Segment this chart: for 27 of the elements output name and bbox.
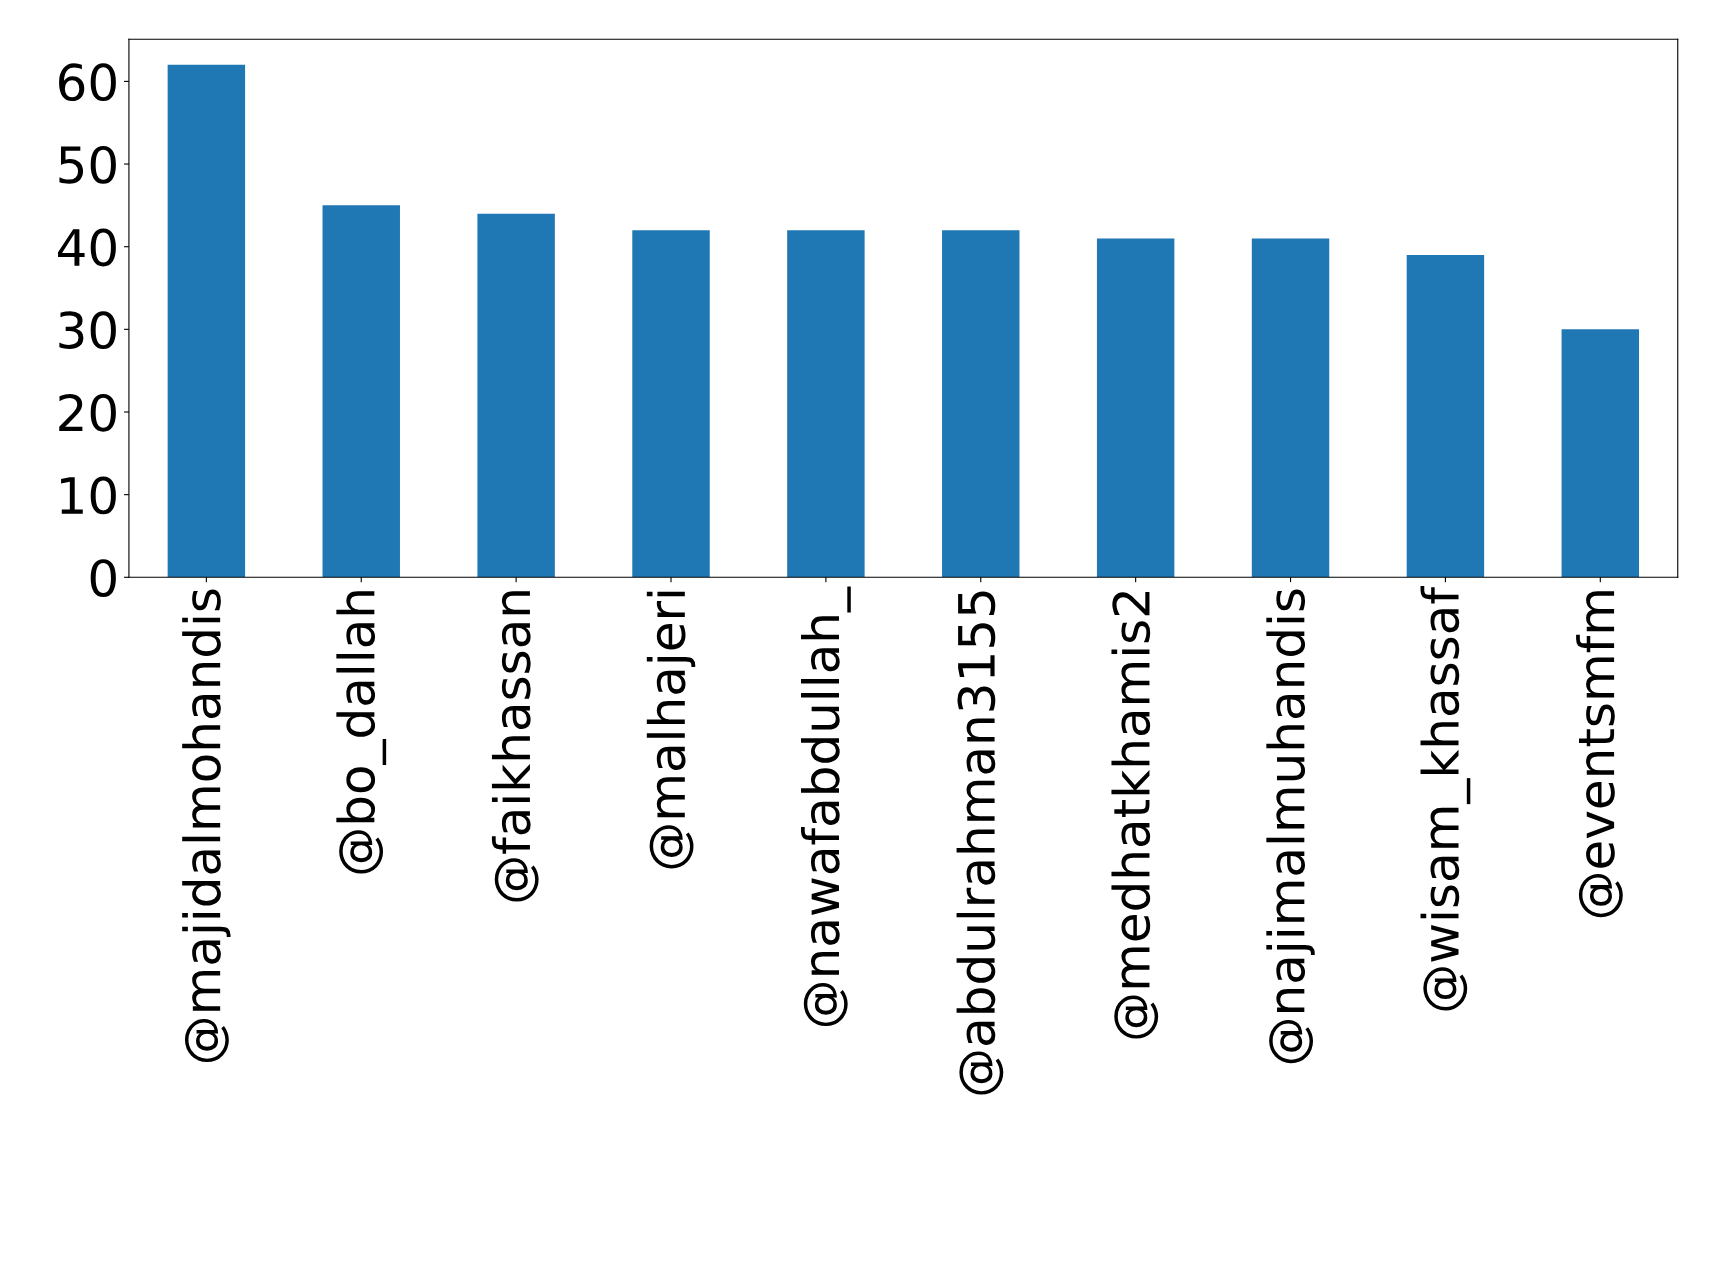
bar bbox=[942, 230, 1020, 578]
y-tick-label: 50 bbox=[59, 145, 116, 184]
x-tick-label: @eventsmfm bbox=[1576, 591, 1623, 918]
bar bbox=[477, 213, 555, 578]
bar bbox=[1406, 254, 1485, 578]
bar bbox=[167, 64, 246, 578]
bar bbox=[787, 230, 865, 578]
x-tick-label: @wisam_khassaf bbox=[1420, 586, 1471, 1011]
x-tick-label: @medhatkhamis2 bbox=[1111, 592, 1159, 1039]
x-tick-label: @abdulrahman3155 bbox=[956, 591, 1004, 1095]
y-tick-label: 20 bbox=[59, 393, 116, 432]
bar bbox=[1096, 238, 1175, 578]
y-tick-label: 40 bbox=[58, 228, 116, 267]
x-tick-label: @nawafabdullah_ bbox=[801, 586, 851, 1027]
x-tick-label: @bo_dallah bbox=[336, 591, 387, 874]
y-tick-label: 60 bbox=[59, 63, 116, 102]
y-tick-label: 10 bbox=[61, 476, 116, 515]
x-tick-label: @malhajeri bbox=[646, 591, 696, 869]
x-tick-label: @faikhassan bbox=[491, 591, 539, 902]
bar bbox=[1561, 329, 1640, 578]
y-tick-label: 0 bbox=[90, 559, 116, 597]
bar bbox=[1251, 238, 1330, 578]
x-tick-label: @najimalmuhandis bbox=[1266, 589, 1315, 1064]
bar bbox=[632, 230, 710, 578]
bar bbox=[322, 205, 400, 578]
y-tick-label: 30 bbox=[59, 311, 116, 350]
x-tick-label: @majidalmohandis bbox=[182, 589, 231, 1063]
